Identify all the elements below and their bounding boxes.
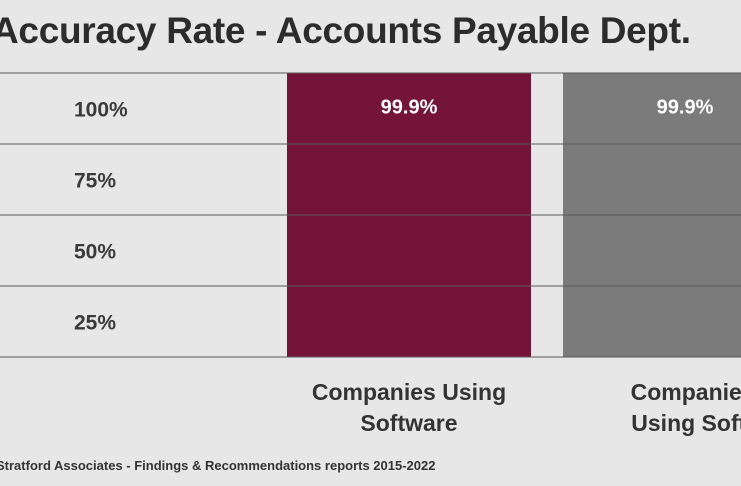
y-tick-label-25: 25% [74, 312, 116, 335]
data-label-1: 99.9% [381, 96, 438, 118]
category-label-1-line-2: Software [360, 410, 457, 436]
source-note: Stratford Associates - Findings & Recomm… [0, 458, 436, 473]
y-tick-label-50: 50% [74, 241, 116, 264]
data-label-2: 99.9% [657, 96, 714, 118]
category-label-2-line-1: Companies Not [631, 379, 741, 405]
y-tick-label-100: 100% [74, 99, 128, 122]
y-tick-label-75: 75% [74, 170, 116, 193]
category-label-2-line-2: Using Software [631, 410, 741, 436]
category-label-1-line-1: Companies Using [312, 379, 506, 405]
chart-title: Accuracy Rate - Accounts Payable Dept. [0, 10, 691, 51]
